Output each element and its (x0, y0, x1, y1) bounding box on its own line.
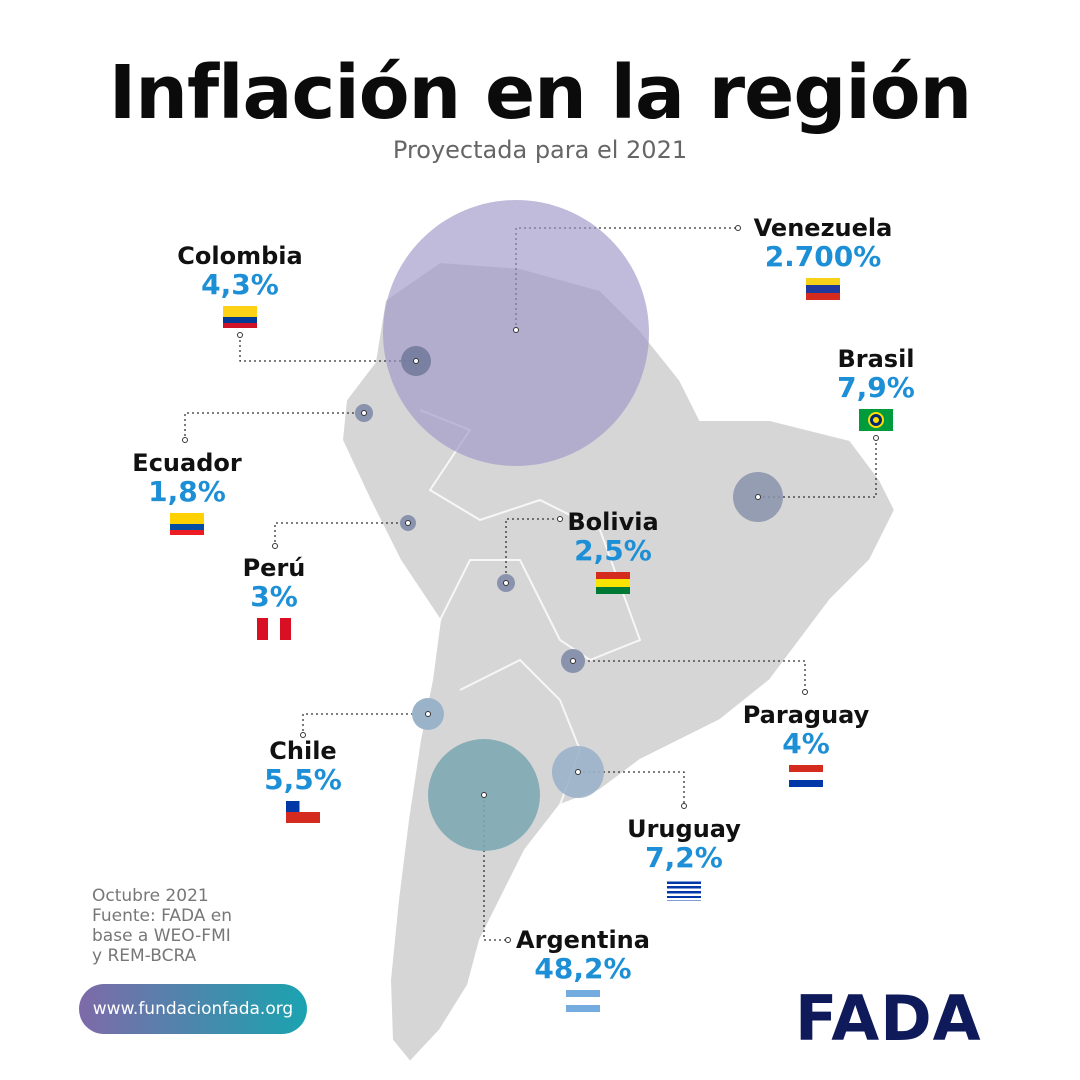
inflation-value: 2.700% (764, 240, 882, 273)
inflation-value: 1,8% (148, 475, 226, 508)
flag-ecuador-icon (170, 513, 204, 535)
label-bolivia: Bolivia 2,5% (523, 508, 703, 594)
inflation-value: 3% (250, 580, 298, 613)
label-colombia: Colombia 4,3% (150, 242, 330, 328)
country-name: Chile (269, 737, 337, 765)
label-chile: Chile 5,5% (213, 737, 393, 823)
country-name: Ecuador (132, 449, 242, 477)
label-venezuela: Venezuela 2.700% (733, 214, 913, 300)
country-name: Venezuela (753, 214, 893, 242)
flag-uruguay-icon (667, 879, 701, 901)
page-subtitle: Proyectada para el 2021 (392, 136, 688, 164)
label-uruguay: Uruguay 7,2% (594, 815, 774, 901)
country-name: Paraguay (742, 701, 870, 729)
inflation-value: 4% (782, 727, 830, 760)
source-text: y REM-BCRA (92, 946, 197, 966)
country-name: Brasil (837, 345, 915, 373)
source-note: Octubre 2021 Fuente: FADA en base a WEO-… (92, 886, 232, 966)
leader-lines (184, 227, 877, 941)
inflation-value: 7,9% (837, 371, 915, 404)
flag-brasil-icon (859, 409, 893, 431)
country-name: Argentina (516, 926, 650, 954)
country-name: Uruguay (627, 815, 741, 843)
label-brasil: Brasil 7,9% (786, 345, 966, 431)
date-text: Octubre 2021 (92, 886, 209, 906)
inflation-value: 48,2% (534, 952, 632, 985)
country-name: Colombia (177, 242, 303, 270)
country-name: Bolivia (567, 508, 659, 536)
inflation-value: 5,5% (264, 763, 342, 796)
flag-paraguay-icon (789, 765, 823, 787)
page-title: Inflación en la región (108, 50, 972, 136)
label-argentina: Argentina 48,2% (493, 926, 673, 1012)
flag-chile-icon (286, 801, 320, 823)
source-text: Fuente: FADA en (92, 906, 233, 926)
flag-argentina-icon (566, 990, 600, 1012)
label-ecuador: Ecuador 1,8% (97, 449, 277, 535)
fada-logo: FADA (795, 982, 982, 1055)
flag-peru-icon (257, 618, 291, 640)
website-link[interactable]: www.fundacionfada.org (79, 984, 307, 1034)
continent-shape (340, 260, 897, 1064)
country-name: Perú (242, 554, 306, 582)
inflation-value: 4,3% (201, 268, 279, 301)
flag-bolivia-icon (596, 572, 630, 594)
label-peru: Perú 3% (184, 554, 364, 640)
leader-dots (182, 225, 879, 943)
flag-venezuela-icon (806, 278, 840, 300)
source-text: base a WEO-FMI (92, 926, 231, 946)
flag-colombia-icon (223, 306, 257, 328)
label-paraguay: Paraguay 4% (716, 701, 896, 787)
inflation-value: 7,2% (645, 841, 723, 874)
inflation-value: 2,5% (574, 534, 652, 567)
